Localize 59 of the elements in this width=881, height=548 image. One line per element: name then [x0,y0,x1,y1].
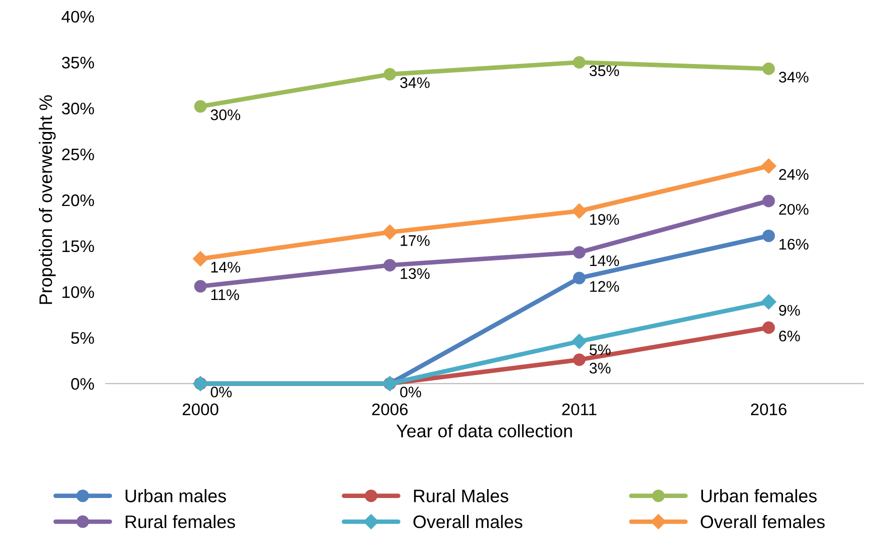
point [192,251,208,266]
point [194,100,207,113]
point [573,56,586,69]
x-axis-title: Year of data collection [396,424,572,438]
point [762,230,775,242]
y-tick-label: 5% [71,332,94,344]
point [572,203,587,219]
point [761,158,776,174]
point [573,246,586,259]
data-label: 0% [210,386,232,398]
legend-label: Rural Males [414,489,508,502]
point [382,224,398,240]
data-label: 9% [779,304,800,316]
data-label: 13% [400,268,430,280]
data-label: 24% [779,169,808,180]
point [572,334,587,349]
data-label: 11% [211,289,240,300]
data-label: 14% [590,255,620,266]
point [761,294,776,310]
data-label: 34% [400,77,430,88]
y-tick-label: 10% [62,286,94,298]
point [762,321,775,334]
data-label: 20% [779,204,808,215]
data-label: 14% [211,262,240,273]
legend-label: Overall females [700,514,825,528]
data-label: 12% [590,281,620,292]
y-tick-label: 15% [62,240,94,252]
y-tick-label: 0% [71,378,94,390]
x-tick-label: 2000 [182,403,218,416]
y-tick-label: 25% [62,148,94,160]
data-label: 3% [590,362,611,374]
y-axis-title: Propotion of overweight % [38,95,56,304]
point [762,62,775,76]
x-tick-label: 2016 [750,403,786,416]
point [762,194,775,208]
y-tick-label: 40% [62,10,94,23]
legend-label: Rural females [126,514,236,528]
data-label: 16% [780,238,808,250]
data-label: 30% [210,109,240,120]
point [194,280,207,293]
point [384,258,396,272]
legend-label: Urban females [701,489,817,502]
y-tick-label: 20% [62,194,94,206]
legend-label: Overall males [413,514,522,528]
data-label: 19% [590,214,620,225]
data-label: 0% [400,386,422,398]
data-label: 17% [400,235,430,246]
y-tick-label: 30% [62,102,94,114]
point [573,272,586,284]
data-label: 6% [779,330,800,342]
point [384,68,396,81]
data-label: 5% [590,344,611,356]
y-tick-label: 35% [62,56,94,69]
legend-label: Urban males [126,489,226,502]
x-tick-label: 2011 [562,403,596,416]
point [573,353,586,366]
data-label: 34% [778,72,808,83]
x-tick-label: 2006 [372,403,408,416]
data-label: 35% [590,65,620,76]
